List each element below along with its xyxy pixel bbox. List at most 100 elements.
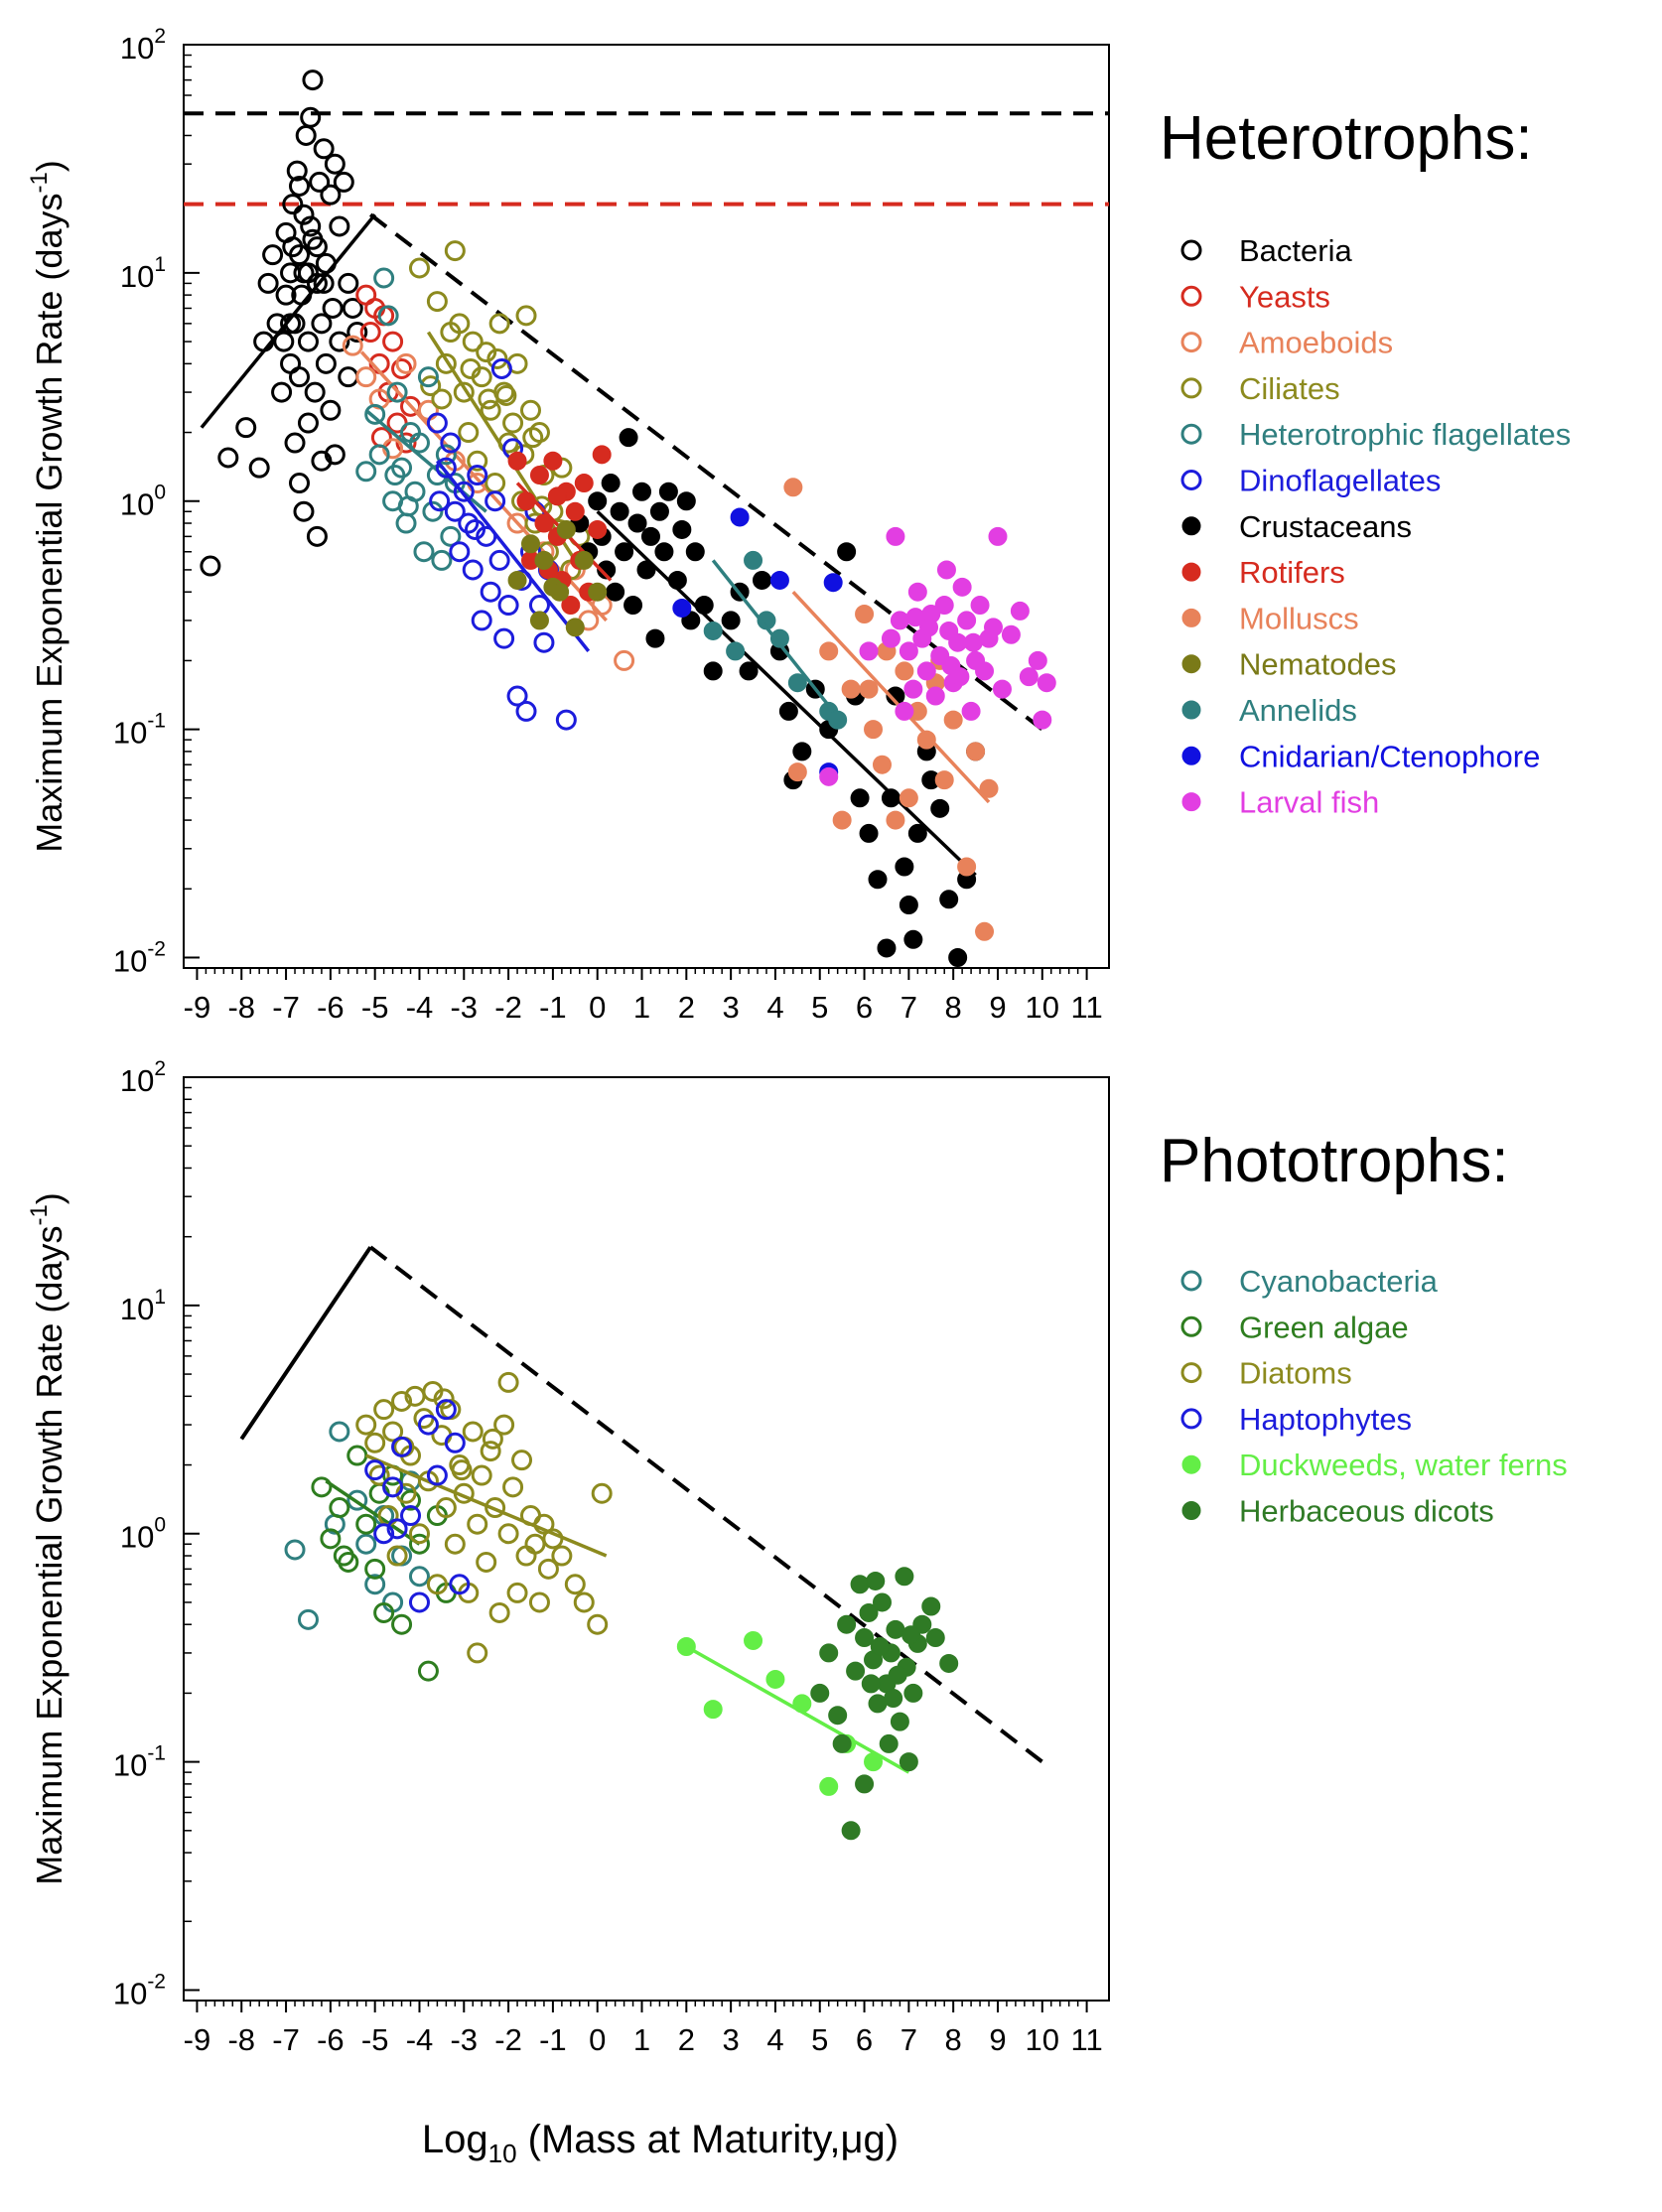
point-yeasts: [359, 322, 381, 344]
point-diatoms: [426, 1574, 448, 1595]
y-tick-base: 10: [120, 1063, 154, 1098]
legend-marker-yeasts: [1180, 285, 1202, 307]
point-crustaceans: [654, 542, 674, 562]
point-green-algae: [417, 1660, 439, 1682]
point-herbaceous-dicots: [872, 1592, 892, 1612]
point-cyanobacteria: [364, 1574, 386, 1595]
point-molluscs: [872, 755, 892, 774]
point-amoeboids: [355, 366, 377, 388]
point-bacteria: [342, 297, 363, 319]
point-crustaceans: [694, 596, 714, 616]
point-herbaceous-dicots: [819, 1643, 839, 1663]
series-duckweeds-water-ferns: [676, 1630, 910, 1796]
point-diatoms: [587, 1613, 609, 1635]
point-dinoflagellates: [506, 685, 528, 707]
point-diatoms: [482, 1428, 503, 1450]
point-larval-fish: [1010, 601, 1030, 621]
point-herbaceous-dicots: [810, 1683, 830, 1703]
point-diatoms: [551, 1545, 573, 1567]
point-larval-fish: [895, 701, 914, 721]
reference-line: [368, 212, 1044, 732]
point-ciliates: [426, 291, 448, 313]
point-yeasts: [370, 427, 392, 449]
point-bacteria: [338, 272, 359, 294]
legend-marker-herbaceous-dicots: [1181, 1501, 1201, 1520]
y-axis-label-main: Maximum Exponential Growth Rate (days: [29, 1226, 69, 1885]
point-yeasts: [386, 412, 408, 434]
point-crustaceans: [753, 570, 771, 590]
fit-line-annelids: [711, 559, 835, 713]
point-dinoflagellates: [467, 465, 488, 486]
point-bacteria: [289, 175, 310, 197]
x-tick-label: -1: [539, 2022, 567, 2057]
point-crustaceans: [778, 701, 798, 721]
point-bacteria: [289, 473, 310, 494]
y-tick-base: 10: [120, 1520, 154, 1555]
x-tick-label: 11: [1071, 2022, 1103, 2057]
point-diatoms: [355, 1414, 377, 1436]
y-tick-exponent: 1: [154, 1286, 166, 1309]
point-nematodes: [550, 582, 570, 602]
series-haptophytes: [364, 1399, 471, 1613]
point-dinoflagellates: [485, 490, 506, 512]
point-herbaceous-dicots: [903, 1683, 923, 1703]
point-crustaceans: [939, 890, 959, 909]
y-axis-label-superscript: -1: [26, 172, 53, 193]
point-green-algae: [311, 1476, 333, 1498]
y-tick-base: 10: [120, 259, 154, 294]
point-bacteria: [315, 352, 337, 374]
point-bacteria: [346, 322, 368, 344]
point-diatoms: [368, 1464, 390, 1486]
panel-title: Heterotrophs:: [1160, 104, 1533, 173]
y-axis-label-main: Maximum Exponential Growth Rate (days: [29, 194, 69, 853]
point-dinoflagellates: [462, 559, 484, 581]
point-heterotrophic-flagellates: [397, 495, 419, 517]
point-green-algae: [320, 1528, 342, 1550]
x-tick-label: -2: [494, 2022, 522, 2057]
point-rotifers: [574, 474, 594, 493]
point-larval-fish: [992, 679, 1012, 699]
point-crustaceans: [850, 788, 870, 808]
point-nematodes: [521, 534, 540, 554]
point-crustaceans: [685, 542, 705, 562]
point-bacteria: [324, 153, 346, 175]
series-annelids: [703, 550, 848, 730]
point-green-algae: [355, 1513, 377, 1535]
point-herbaceous-dicots: [837, 1614, 857, 1634]
point-larval-fish: [950, 667, 970, 687]
point-rotifers: [543, 451, 563, 471]
point-larval-fish: [988, 526, 1008, 546]
point-crustaceans: [895, 857, 914, 877]
point-ciliates: [453, 381, 475, 403]
point-ciliates: [431, 388, 453, 410]
legend-marker-cnidarian-ctenophore: [1181, 746, 1201, 765]
plot-frame: [183, 1076, 1110, 2002]
point-green-algae: [333, 1545, 354, 1567]
point-dinoflagellates: [533, 631, 555, 653]
legend-marker-crustaceans: [1181, 516, 1201, 536]
x-axis-label-rest: (Mass at Maturity,μg): [517, 2118, 900, 2161]
x-tick-label: 9: [989, 990, 1006, 1025]
y-tick-base: 10: [120, 487, 154, 522]
legend-label-nematodes: Nematodes: [1239, 647, 1397, 682]
y-axis-label-end: ): [29, 160, 69, 172]
point-diatoms: [573, 1591, 595, 1613]
legend-label-haptophytes: Haptophytes: [1239, 1402, 1412, 1437]
point-diatoms: [488, 1601, 510, 1623]
series-green-algae: [311, 1445, 457, 1682]
point-dinoflagellates: [429, 490, 451, 512]
x-tick-label: 2: [678, 990, 695, 1025]
point-bacteria: [248, 457, 270, 479]
point-nematodes: [588, 582, 608, 602]
point-rotifers: [507, 451, 527, 471]
y-axis-label: Maximum Exponential Growth Rate (days-1): [26, 160, 69, 853]
point-cyanobacteria: [329, 1421, 350, 1443]
legend-marker-green-algae: [1180, 1315, 1202, 1337]
point-larval-fish: [957, 611, 977, 630]
point-herbaceous-dicots: [861, 1674, 881, 1694]
point-dinoflagellates: [493, 627, 515, 649]
point-bacteria: [338, 366, 359, 388]
point-heterotrophic-flagellates: [395, 512, 417, 534]
legend-marker-molluscs: [1181, 608, 1201, 627]
